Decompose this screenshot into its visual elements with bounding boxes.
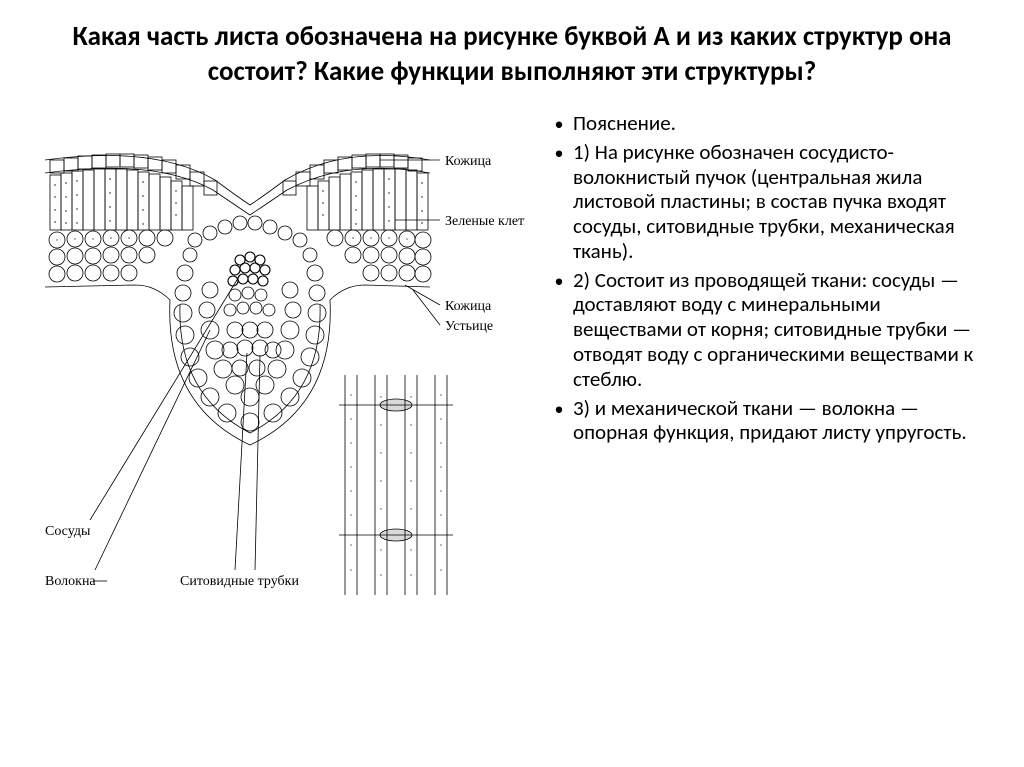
bullet-dot-icon: • [545,396,573,446]
label-ustice: Устьице [445,319,493,334]
label-sosudy: Сосуды [45,524,91,539]
bullet-item: • Пояснение. [545,111,989,136]
label-sitovidnye: Ситовидные трубки [180,574,299,589]
bullet-text: 1) На рисунке обозначен сосудисто-волокн… [573,140,989,264]
bullet-item: • 1) На рисунке обозначен сосудисто-воло… [545,140,989,264]
bullet-text: 2) Состоит из проводящей ткани: сосуды —… [573,268,989,392]
explanation-column: • Пояснение. • 1) На рисунке обозначен с… [545,111,989,650]
bullet-dot-icon: • [545,111,573,136]
label-kozhica-top: Кожица [445,154,492,169]
bullet-item: • 3) и механической ткани — волокна — оп… [545,396,989,446]
page-title: Какая часть листа обозначена на рисунке … [35,20,989,89]
label-zelenye-kletki: Зеленые клетки [445,214,525,229]
label-volokna: Волокна [45,574,96,589]
bullet-text: 3) и механической ткани — волокна — опор… [573,396,989,446]
bullet-text: Пояснение. [573,111,989,136]
leaf-cross-section-diagram: Кожица Зеленые клетки Кожица Устьице Сос… [35,125,525,645]
bullet-dot-icon: • [545,140,573,264]
bullet-dot-icon: • [545,268,573,392]
content-row: Кожица Зеленые клетки Кожица Устьице Сос… [35,111,989,650]
diagram-column: Кожица Зеленые клетки Кожица Устьице Сос… [35,111,525,650]
bullet-item: • 2) Состоит из проводящей ткани: сосуды… [545,268,989,392]
label-kozhica-bottom: Кожица [445,299,492,314]
